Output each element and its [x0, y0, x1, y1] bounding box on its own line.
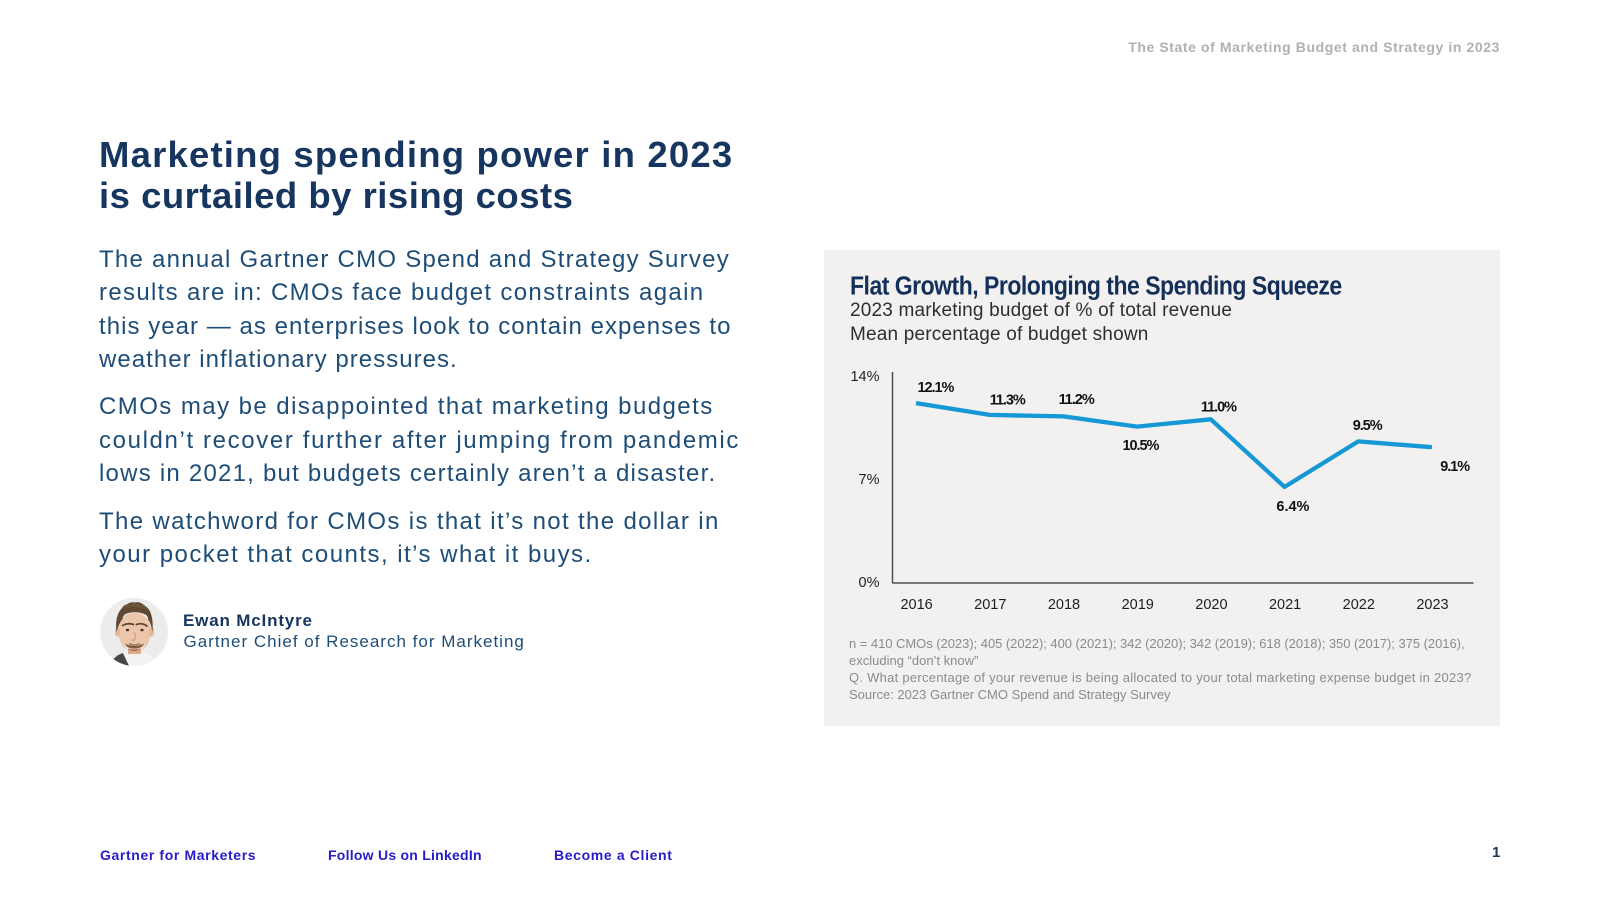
- svg-text:9.5%: 9.5%: [1353, 418, 1383, 434]
- svg-text:12.1%: 12.1%: [918, 380, 955, 396]
- svg-text:6.4%: 6.4%: [1276, 499, 1309, 515]
- svg-text:2016: 2016: [900, 597, 932, 613]
- svg-text:2017: 2017: [974, 597, 1006, 613]
- svg-text:11.2%: 11.2%: [1059, 392, 1095, 408]
- svg-text:14%: 14%: [850, 369, 879, 385]
- svg-text:2023: 2023: [1416, 597, 1448, 613]
- svg-text:2018: 2018: [1048, 597, 1080, 613]
- svg-text:2020: 2020: [1195, 597, 1227, 613]
- svg-text:2019: 2019: [1122, 597, 1154, 613]
- svg-text:11.0%: 11.0%: [1201, 400, 1237, 416]
- svg-text:10.5%: 10.5%: [1123, 438, 1160, 454]
- svg-text:0%: 0%: [859, 575, 880, 591]
- svg-text:2021: 2021: [1269, 597, 1301, 613]
- svg-text:9.1%: 9.1%: [1440, 459, 1470, 475]
- svg-text:11.3%: 11.3%: [990, 393, 1026, 409]
- svg-text:2022: 2022: [1343, 597, 1375, 613]
- svg-text:7%: 7%: [859, 472, 880, 488]
